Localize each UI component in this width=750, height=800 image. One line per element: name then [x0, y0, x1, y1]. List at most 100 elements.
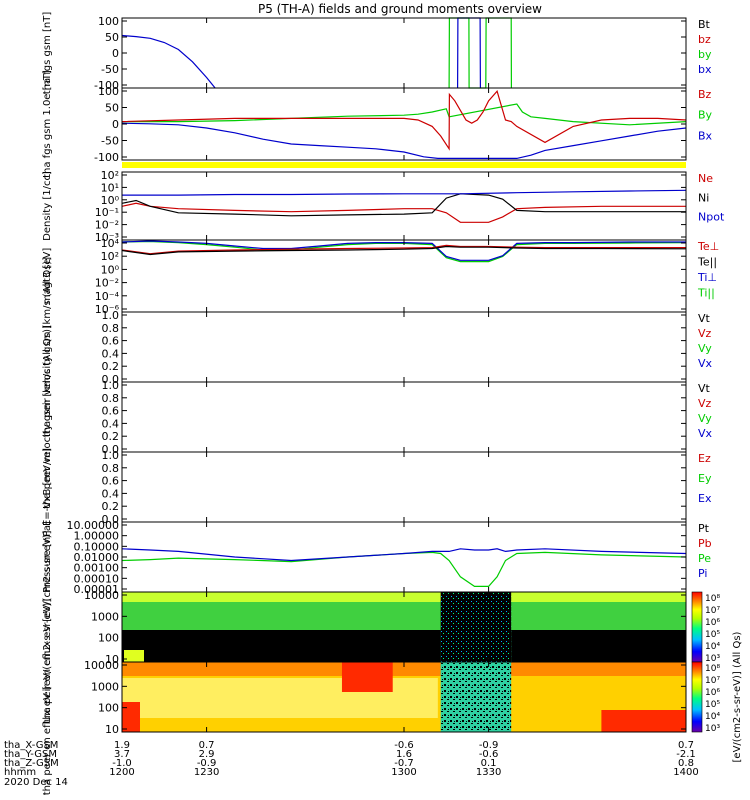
legend-entry: Ez — [698, 452, 711, 465]
y-tick-label: 10² — [101, 169, 119, 182]
colorbar-tick-label: 10⁶ — [705, 688, 720, 698]
spectrogram-noise — [440, 592, 512, 662]
colorbar-gradient — [691, 591, 703, 663]
y-tick-label: 100 — [98, 632, 119, 645]
legend-entry: bz — [698, 33, 711, 46]
y-tick-label: 0.01000 — [74, 551, 120, 564]
spectrogram — [122, 662, 686, 732]
x-row-label: tha_Y-GSM — [4, 749, 57, 760]
panel-2: 100 50 0 -50 -100 tha fgs gsm 1.0e [nT] Bz By Bx — [42, 70, 713, 178]
legend-entry: Vx — [698, 357, 713, 370]
x-row-value: -0.9 — [479, 740, 499, 751]
colorbar-tick-label: 10⁶ — [705, 618, 720, 628]
x-row-value: 0.1 — [481, 758, 497, 769]
y-tick-label: 0.0 — [102, 443, 120, 456]
legend-entry: by — [698, 48, 712, 61]
y-axis-label: tha fgs gsm [nT] — [42, 12, 53, 95]
legend-entry: By — [698, 109, 713, 122]
y-tick-label: 10² — [101, 250, 119, 263]
x-row-value: -0.6 — [479, 749, 499, 760]
series-line-bx — [121, 34, 216, 89]
y-tick-label: 10000 — [84, 589, 119, 602]
series-line-pi — [121, 548, 687, 562]
series-line-by — [122, 103, 687, 126]
x-row-value: 1300 — [391, 767, 416, 778]
y-axis-label: Pressure [nPa] — [42, 521, 53, 593]
x-row-value: 1.6 — [396, 749, 412, 760]
x-row-label: hhmm — [4, 767, 36, 778]
x-row-value: 0.7 — [199, 740, 215, 751]
y-tick-label: 10⁰ — [101, 263, 120, 276]
legend-entry: Te|| — [697, 256, 717, 269]
legend-entry: Vz — [698, 327, 712, 340]
y-tick-label: 50 — [105, 102, 119, 115]
y-tick-label: 10000 — [84, 659, 119, 672]
y-tick-label: -50 — [101, 63, 119, 76]
y-tick-label: 0.2 — [102, 360, 120, 373]
y-tick-label: 10⁻³ — [95, 231, 119, 244]
legend-entry: Vx — [698, 427, 713, 440]
y-tick-label: 10¹ — [101, 181, 119, 194]
x-row-value: -1.0 — [112, 758, 132, 769]
series-line-ne — [121, 202, 686, 223]
y-tick-label: 100 — [98, 15, 119, 28]
y-tick-label: 1.0 — [102, 309, 120, 322]
y-tick-label: -50 — [101, 135, 119, 148]
y-tick-label: 1.0 — [102, 449, 120, 462]
y-tick-label: -100 — [94, 79, 119, 92]
y-tick-label: 0.4 — [102, 487, 120, 500]
y-tick-label: 10 — [105, 723, 119, 736]
y-tick-label: 1.0 — [102, 379, 120, 392]
spectrogram — [122, 592, 686, 664]
panel-10: 10⁸ 10⁷ 10⁶ 10⁵ 10⁴ 10³ 10000 1000 100 10 tha peer… — [42, 599, 720, 796]
legend-entry: Pe — [698, 552, 711, 565]
legend-entry: Pi — [698, 567, 707, 580]
x-row-value: 0.7 — [678, 740, 694, 751]
y-tick-label: 10.00000 — [67, 519, 120, 532]
colorbar-tick-label: 10⁷ — [705, 676, 720, 686]
x-row-value: -0.7 — [394, 758, 414, 769]
panel-frame — [121, 451, 687, 523]
y-axis-label: magt3 [eV] — [42, 248, 53, 305]
y-axis-label: Density [1/cc] — [42, 171, 53, 241]
legend-entry: Ni — [698, 191, 709, 204]
y-tick-label: 0 — [112, 47, 119, 60]
x-row-value: 2.9 — [199, 749, 215, 760]
y-tick-label: 50 — [105, 31, 119, 44]
x-row-value: 1200 — [109, 767, 134, 778]
colorbar: 10⁸ 10⁷ 10⁶ 10⁵ 10⁴ 10³ — [691, 591, 720, 664]
x-row-value: 3.7 — [114, 749, 130, 760]
colorbar-tick-label: 10⁴ — [705, 712, 720, 722]
y-axis-label: tha peer velocity gsm [km/s (All Qs)] — [42, 325, 53, 509]
y-tick-label: 100 — [98, 702, 119, 715]
series-line-te — [121, 244, 686, 255]
y-tick-label: -100 — [94, 151, 119, 164]
x-row-value: -2.1 — [676, 749, 696, 760]
colorbar-gradient — [691, 661, 703, 733]
legend-entry: Ti⊥ — [697, 271, 717, 284]
y-tick-label: 0.00100 — [74, 562, 120, 575]
x-row-value: 1.9 — [114, 740, 130, 751]
series-line-te — [121, 245, 687, 256]
y-tick-label: 0.10000 — [74, 540, 120, 553]
legend-entry: Ex — [698, 492, 712, 505]
y-axis-label: E=-VxB [mV/m] — [42, 448, 53, 526]
y-tick-label: 0.00010 — [74, 572, 120, 585]
colorbar: 10⁸ 10⁷ 10⁶ 10⁵ 10⁴ 10³ — [691, 661, 720, 734]
spectrogram-red-b — [601, 710, 686, 732]
legend-entry: Te⊥ — [697, 240, 719, 253]
legend-entry: Pb — [698, 537, 712, 550]
y-tick-label: 10⁻⁶ — [95, 303, 120, 316]
x-row-value: 0.8 — [678, 758, 694, 769]
colorbar-tick-label: 10⁸ — [705, 594, 720, 604]
x-row-value: -0.6 — [394, 740, 414, 751]
figure-title: P5 (TH-A) fields and ground moments over… — [258, 2, 542, 16]
x-row-label: tha_Z-GSM — [4, 758, 59, 769]
separator-strip — [122, 162, 686, 168]
colorbar-tick-label: 10⁵ — [705, 630, 720, 640]
colorbar-tick-label: 10³ — [705, 724, 720, 734]
